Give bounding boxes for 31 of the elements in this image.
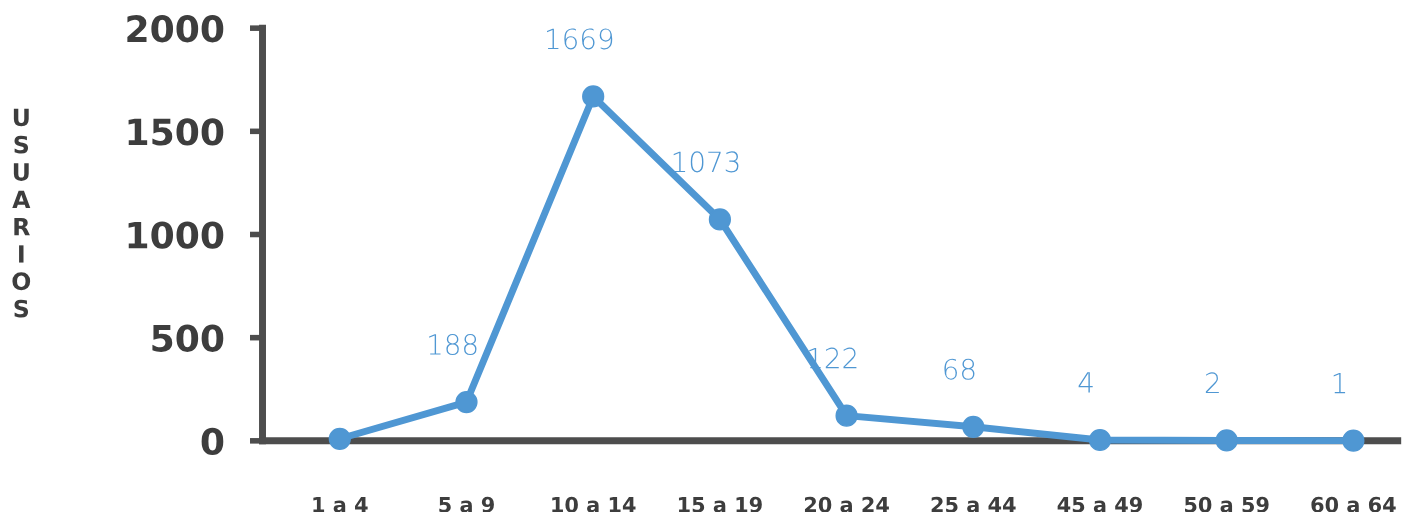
data-label: 1669 bbox=[547, 28, 613, 50]
data-label: 188 bbox=[429, 333, 477, 355]
point bbox=[835, 404, 858, 427]
x-tick-label: 1 a 4 bbox=[313, 497, 368, 512]
y-tick-label: 500 bbox=[152, 324, 224, 352]
point bbox=[1088, 428, 1112, 452]
y-tick-label: 2000 bbox=[127, 15, 224, 43]
y-tick-label: 1500 bbox=[128, 118, 224, 146]
point bbox=[455, 390, 478, 414]
data-label: 1073 bbox=[673, 151, 739, 173]
point bbox=[328, 427, 351, 450]
x-tick-label: 15 a 19 bbox=[678, 496, 762, 512]
point bbox=[582, 85, 605, 108]
x-tick-label: 10 a 14 bbox=[552, 496, 636, 512]
data-label: 68 bbox=[944, 358, 975, 380]
data-label: 2 bbox=[1205, 372, 1219, 393]
y-axis-title: USUARIOS bbox=[12, 108, 31, 318]
point bbox=[1215, 429, 1238, 452]
y-tick-label: 1000 bbox=[128, 221, 224, 249]
y-tick-label: 0 bbox=[201, 427, 224, 456]
point bbox=[1342, 429, 1365, 452]
point bbox=[708, 208, 732, 231]
x-tick-label: 60 a 64 bbox=[1311, 496, 1396, 512]
data-label: 1 bbox=[1333, 372, 1346, 394]
x-tick-label: 45 a 49 bbox=[1057, 496, 1142, 512]
x-tick-label: 5 a 9 bbox=[439, 496, 494, 512]
point bbox=[962, 415, 985, 438]
x-tick-label: 25 a 44 bbox=[931, 496, 1016, 512]
data-label: 4 bbox=[1078, 372, 1093, 393]
x-tick-label: 20 a 24 bbox=[804, 496, 889, 512]
x-tick-label: 50 a 59 bbox=[1185, 496, 1269, 512]
